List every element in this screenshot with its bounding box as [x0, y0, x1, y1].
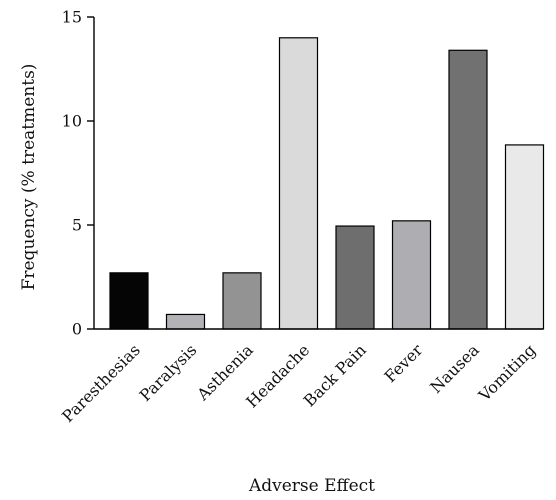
y-tick-label: 10: [62, 112, 82, 131]
bar-nausea: [448, 49, 488, 330]
y-axis: 0 5 10 15: [62, 8, 95, 339]
x-tick-label: Paralysis: [136, 340, 201, 405]
bar-fever: [391, 220, 432, 330]
y-tick-label: 5: [72, 216, 82, 235]
y-tick-label: 0: [72, 320, 82, 339]
x-tick-label: Nausea: [426, 340, 483, 397]
bar-asthenia: [222, 272, 262, 330]
x-tick-label: Vomiting: [474, 340, 539, 405]
bar-paralysis: [165, 313, 206, 330]
x-axis: ParesthesiasParalysisAstheniaHeadacheBac…: [58, 328, 543, 426]
x-tick-label: Fever: [380, 340, 426, 386]
bar-vomiting: [504, 144, 545, 330]
bars: [109, 37, 545, 330]
bar-paresthesias: [109, 272, 149, 330]
x-tick-label: Paresthesias: [58, 340, 144, 426]
y-tick-label: 15: [62, 8, 82, 27]
x-axis-title: Adverse Effect: [248, 476, 375, 496]
bar-headache: [278, 37, 319, 330]
bar-back-pain: [335, 225, 375, 330]
y-axis-title: Frequency (% treatments): [19, 64, 39, 291]
